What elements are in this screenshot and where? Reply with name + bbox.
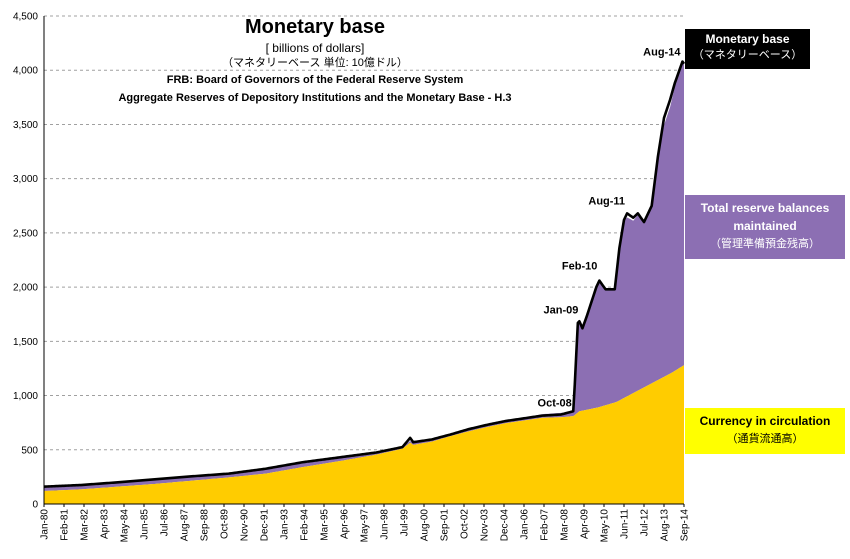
y-tick-label: 2,500	[13, 228, 38, 239]
legend-currency-jp: （通貨流通高）	[726, 433, 804, 445]
x-tick-label: Jan-06	[520, 509, 531, 540]
y-tick-label: 3,500	[13, 120, 38, 131]
legend-monetary-base: Monetary base （マネタリーベース）	[685, 29, 810, 69]
legend-reserves-jp: （管理準備預金残高）	[710, 238, 820, 250]
chart-title: Monetary base	[244, 16, 386, 38]
x-tick-label: Mar-95	[320, 509, 331, 541]
x-tick-label: Aug-87	[180, 509, 191, 542]
legend-monetary-base-jp: （マネタリーベース）	[692, 49, 803, 61]
x-tick-label: Jan-80	[40, 509, 51, 540]
legend-currency-label: Currency in circulation	[699, 414, 831, 428]
annotation-label: Aug-11	[588, 195, 625, 207]
y-tick-label: 3,000	[13, 174, 38, 185]
x-tick-label: May-10	[600, 509, 611, 543]
chart-source-2: Aggregate Reserves of Depository Institu…	[118, 92, 512, 104]
x-tick-label: May-97	[360, 509, 371, 543]
x-tick-label: Jun-85	[140, 509, 151, 540]
x-tick-label: Mar-08	[560, 509, 571, 541]
x-tick-label: Jan-93	[280, 509, 291, 540]
x-tick-label: Sep-14	[680, 509, 691, 542]
legend-reserves-label-1: Total reserve balances	[700, 201, 830, 215]
y-axis-ticks: 0 500 1,000 1,500 2,000 2,500 3,000 3,500 4,000 4…	[13, 12, 38, 511]
annotation-label: Aug-14	[643, 47, 681, 59]
x-tick-label: Apr-83	[100, 509, 111, 539]
x-tick-label: Sep-88	[200, 509, 211, 542]
x-tick-label: Apr-09	[580, 509, 591, 539]
annotation-label: Feb-10	[562, 261, 597, 273]
y-tick-label: 1,000	[13, 391, 38, 402]
x-tick-label: Aug-13	[660, 509, 671, 542]
x-tick-label: Apr-96	[340, 509, 351, 539]
x-tick-label: Aug-00	[420, 509, 431, 542]
x-tick-label: Dec-91	[260, 509, 271, 542]
x-tick-label: Jul-86	[160, 509, 171, 537]
currency-area	[44, 365, 684, 504]
x-tick-label: Oct-89	[220, 509, 231, 539]
y-tick-label: 2,000	[13, 283, 38, 294]
x-tick-label: Nov-90	[240, 509, 251, 542]
x-tick-label: May-84	[120, 509, 131, 543]
annotation-label: Oct-08	[538, 397, 572, 409]
series-lines	[43, 60, 686, 488]
annotations: Oct-08 Jan-09 Feb-10 Aug-11 Aug-14	[538, 47, 682, 410]
monetary-base-line	[43, 60, 686, 488]
chart-unit: [ billions of dollars]	[265, 41, 365, 55]
legend-reserves: Total reserve balances maintained （管理準備預…	[685, 195, 845, 259]
y-tick-label: 500	[21, 445, 38, 456]
x-tick-label: Jul-12	[640, 509, 651, 537]
legend-reserves-label-2: maintained	[733, 219, 797, 233]
y-tick-label: 4,000	[13, 66, 38, 77]
chart-title-jp: （マネタリーベース 単位: 10億ドル）	[222, 57, 408, 69]
chart-titles: Monetary base [ billions of dollars] （マネ…	[95, 14, 535, 107]
y-tick-label: 1,500	[13, 337, 38, 348]
annotation-label: Jan-09	[544, 304, 579, 316]
x-tick-label: Sep-01	[440, 509, 451, 542]
gridlines	[44, 15, 684, 451]
x-tick-label: Jun-98	[380, 509, 391, 540]
x-tick-label: Dec-04	[500, 509, 511, 542]
chart-source-1: FRB: Board of Governors of the Federal R…	[166, 74, 464, 86]
x-tick-label: Oct-02	[460, 509, 471, 539]
x-axis-ticks: Jan-80 Feb-81 Mar-82 Apr-83 May-84 Jun-85 Jul-…	[40, 504, 691, 542]
x-tick-label: Jun-11	[620, 509, 631, 539]
x-tick-label: Feb-81	[60, 509, 71, 541]
stacked-areas	[44, 62, 684, 504]
y-tick-label: 4,500	[13, 12, 38, 23]
y-tick-label: 0	[32, 500, 38, 511]
x-tick-label: Nov-03	[480, 509, 491, 542]
legend-monetary-base-label: Monetary base	[705, 32, 790, 46]
x-tick-label: Feb-94	[300, 509, 311, 541]
legend-currency: Currency in circulation （通貨流通高）	[685, 408, 845, 454]
x-tick-label: Jul-99	[400, 509, 411, 537]
x-tick-label: Feb-07	[540, 509, 551, 541]
x-tick-label: Mar-82	[80, 509, 91, 541]
